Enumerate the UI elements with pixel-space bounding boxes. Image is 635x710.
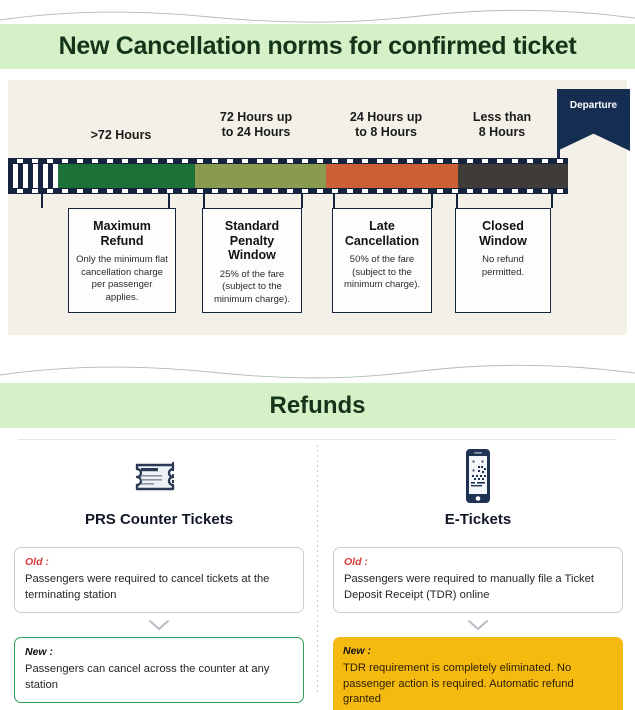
connector-1-right bbox=[301, 194, 303, 208]
new-text-etickets: TDR requirement is completely eliminated… bbox=[343, 662, 574, 705]
vertical-divider bbox=[317, 445, 318, 695]
chevron-down-icon-etickets bbox=[333, 613, 623, 637]
timeline-label-2-line1: 24 Hours up bbox=[349, 110, 423, 124]
old-text-etickets: Passengers were required to manually fil… bbox=[344, 573, 594, 601]
timeline-segments bbox=[8, 164, 568, 188]
horizontal-divider bbox=[18, 439, 617, 440]
old-note-prs: Old : Passengers were required to cancel… bbox=[14, 547, 304, 613]
info-box-3-body: No refund permitted. bbox=[481, 254, 525, 278]
info-box-0-heading-line2: Refund bbox=[100, 233, 144, 248]
info-box-2-heading-line1: Late bbox=[369, 219, 395, 233]
old-note-etickets: Old : Passengers were required to manual… bbox=[333, 547, 623, 613]
departure-flag-label: Departure bbox=[569, 100, 618, 111]
cancellation-norms-section: New Cancellation norms for confirmed tic… bbox=[0, 0, 635, 345]
timeline-panel: >72 Hours 72 Hours up to 24 Hours 24 Hou… bbox=[8, 80, 630, 335]
timeline-bar bbox=[8, 158, 568, 194]
timeline-label-3-line1: Less than bbox=[472, 110, 532, 124]
column-title-etickets: E-Tickets bbox=[444, 511, 512, 528]
new-tag-prs: New : bbox=[25, 646, 54, 658]
info-box-3-heading-line2: Window bbox=[479, 233, 527, 248]
timeline-segment-2 bbox=[325, 164, 459, 188]
info-box-3-heading-line1: Closed bbox=[482, 219, 524, 233]
refund-column-prs: PRS Counter Tickets Old : Passengers wer… bbox=[14, 445, 304, 703]
info-box-1-heading-line3: Window bbox=[228, 248, 276, 262]
connector-3-right bbox=[551, 194, 553, 208]
new-text-prs: Passengers can cancel across the counter… bbox=[25, 663, 270, 691]
new-note-etickets: New : TDR requirement is completely elim… bbox=[333, 637, 623, 710]
wave-divider-bottom bbox=[0, 363, 635, 383]
timeline-label-1-line1: 72 Hours up bbox=[219, 110, 293, 124]
connector-2-left bbox=[333, 194, 335, 208]
info-box-3: Closed Window No refund permitted. bbox=[455, 208, 555, 317]
section-title-band: New Cancellation norms for confirmed tic… bbox=[0, 24, 635, 69]
info-box-1-body: 25% of the fare (subject to the minimum … bbox=[213, 268, 291, 305]
new-note-prs: New : Passengers can cancel across the c… bbox=[14, 637, 304, 703]
info-box-0-heading-line1: Maximum bbox=[93, 219, 151, 233]
info-box-0-body: Only the minimum flat cancellation charg… bbox=[76, 254, 168, 303]
page-title: New Cancellation norms for confirmed tic… bbox=[58, 32, 577, 60]
timeline-label-1-line2: to 24 Hours bbox=[221, 125, 291, 139]
info-box-1-heading-line2: Penalty bbox=[229, 233, 275, 248]
old-tag-etickets: Old : bbox=[344, 556, 368, 568]
old-tag-prs: Old : bbox=[25, 556, 49, 568]
refunds-title-band: Refunds bbox=[0, 383, 635, 428]
info-box-2: Late Cancellation 50% of the fare (subje… bbox=[332, 208, 436, 317]
refund-column-etickets: E-Tickets Old : Passengers were required… bbox=[333, 445, 623, 710]
timeline-label-2-line2: to 8 Hours bbox=[355, 125, 417, 139]
timeline-label-0: >72 Hours bbox=[90, 128, 152, 142]
timeline-segment-3 bbox=[458, 164, 568, 188]
new-tag-etickets: New : bbox=[343, 645, 372, 657]
column-title-prs: PRS Counter Tickets bbox=[84, 511, 234, 528]
info-box-1: Standard Penalty Window 25% of the fare … bbox=[202, 208, 306, 317]
connector-2-right bbox=[431, 194, 433, 208]
timeline-segment-0 bbox=[58, 164, 196, 188]
info-box-2-heading-line2: Cancellation bbox=[344, 233, 420, 248]
info-box-1-heading-line1: Standard bbox=[224, 219, 280, 233]
info-box-0: Maximum Refund Only the minimum flat can… bbox=[68, 208, 180, 317]
connector-0-right bbox=[168, 194, 170, 208]
timeline-label-3-line2: 8 Hours bbox=[478, 125, 526, 139]
chevron-down-icon-prs bbox=[14, 613, 304, 637]
info-box-2-body: 50% of the fare (subject to the minimum … bbox=[343, 254, 421, 290]
connector-0-left bbox=[41, 194, 43, 208]
ticket-icon bbox=[14, 445, 304, 507]
timeline-perforation-top bbox=[8, 158, 568, 164]
old-text-prs: Passengers were required to cancel ticke… bbox=[25, 573, 270, 601]
connector-3-left bbox=[456, 194, 458, 208]
connector-1-left bbox=[203, 194, 205, 208]
timeline-segment-lead bbox=[8, 164, 59, 188]
flag-banner: Departure bbox=[557, 89, 630, 151]
refunds-title: Refunds bbox=[269, 391, 366, 419]
mobile-qr-icon bbox=[333, 445, 623, 507]
refunds-section: Refunds PRS Counter Tickets Old : Passen… bbox=[0, 345, 635, 710]
timeline-perforation-bottom bbox=[8, 188, 568, 194]
timeline-segment-1 bbox=[195, 164, 326, 188]
departure-flag: Departure bbox=[553, 87, 633, 182]
